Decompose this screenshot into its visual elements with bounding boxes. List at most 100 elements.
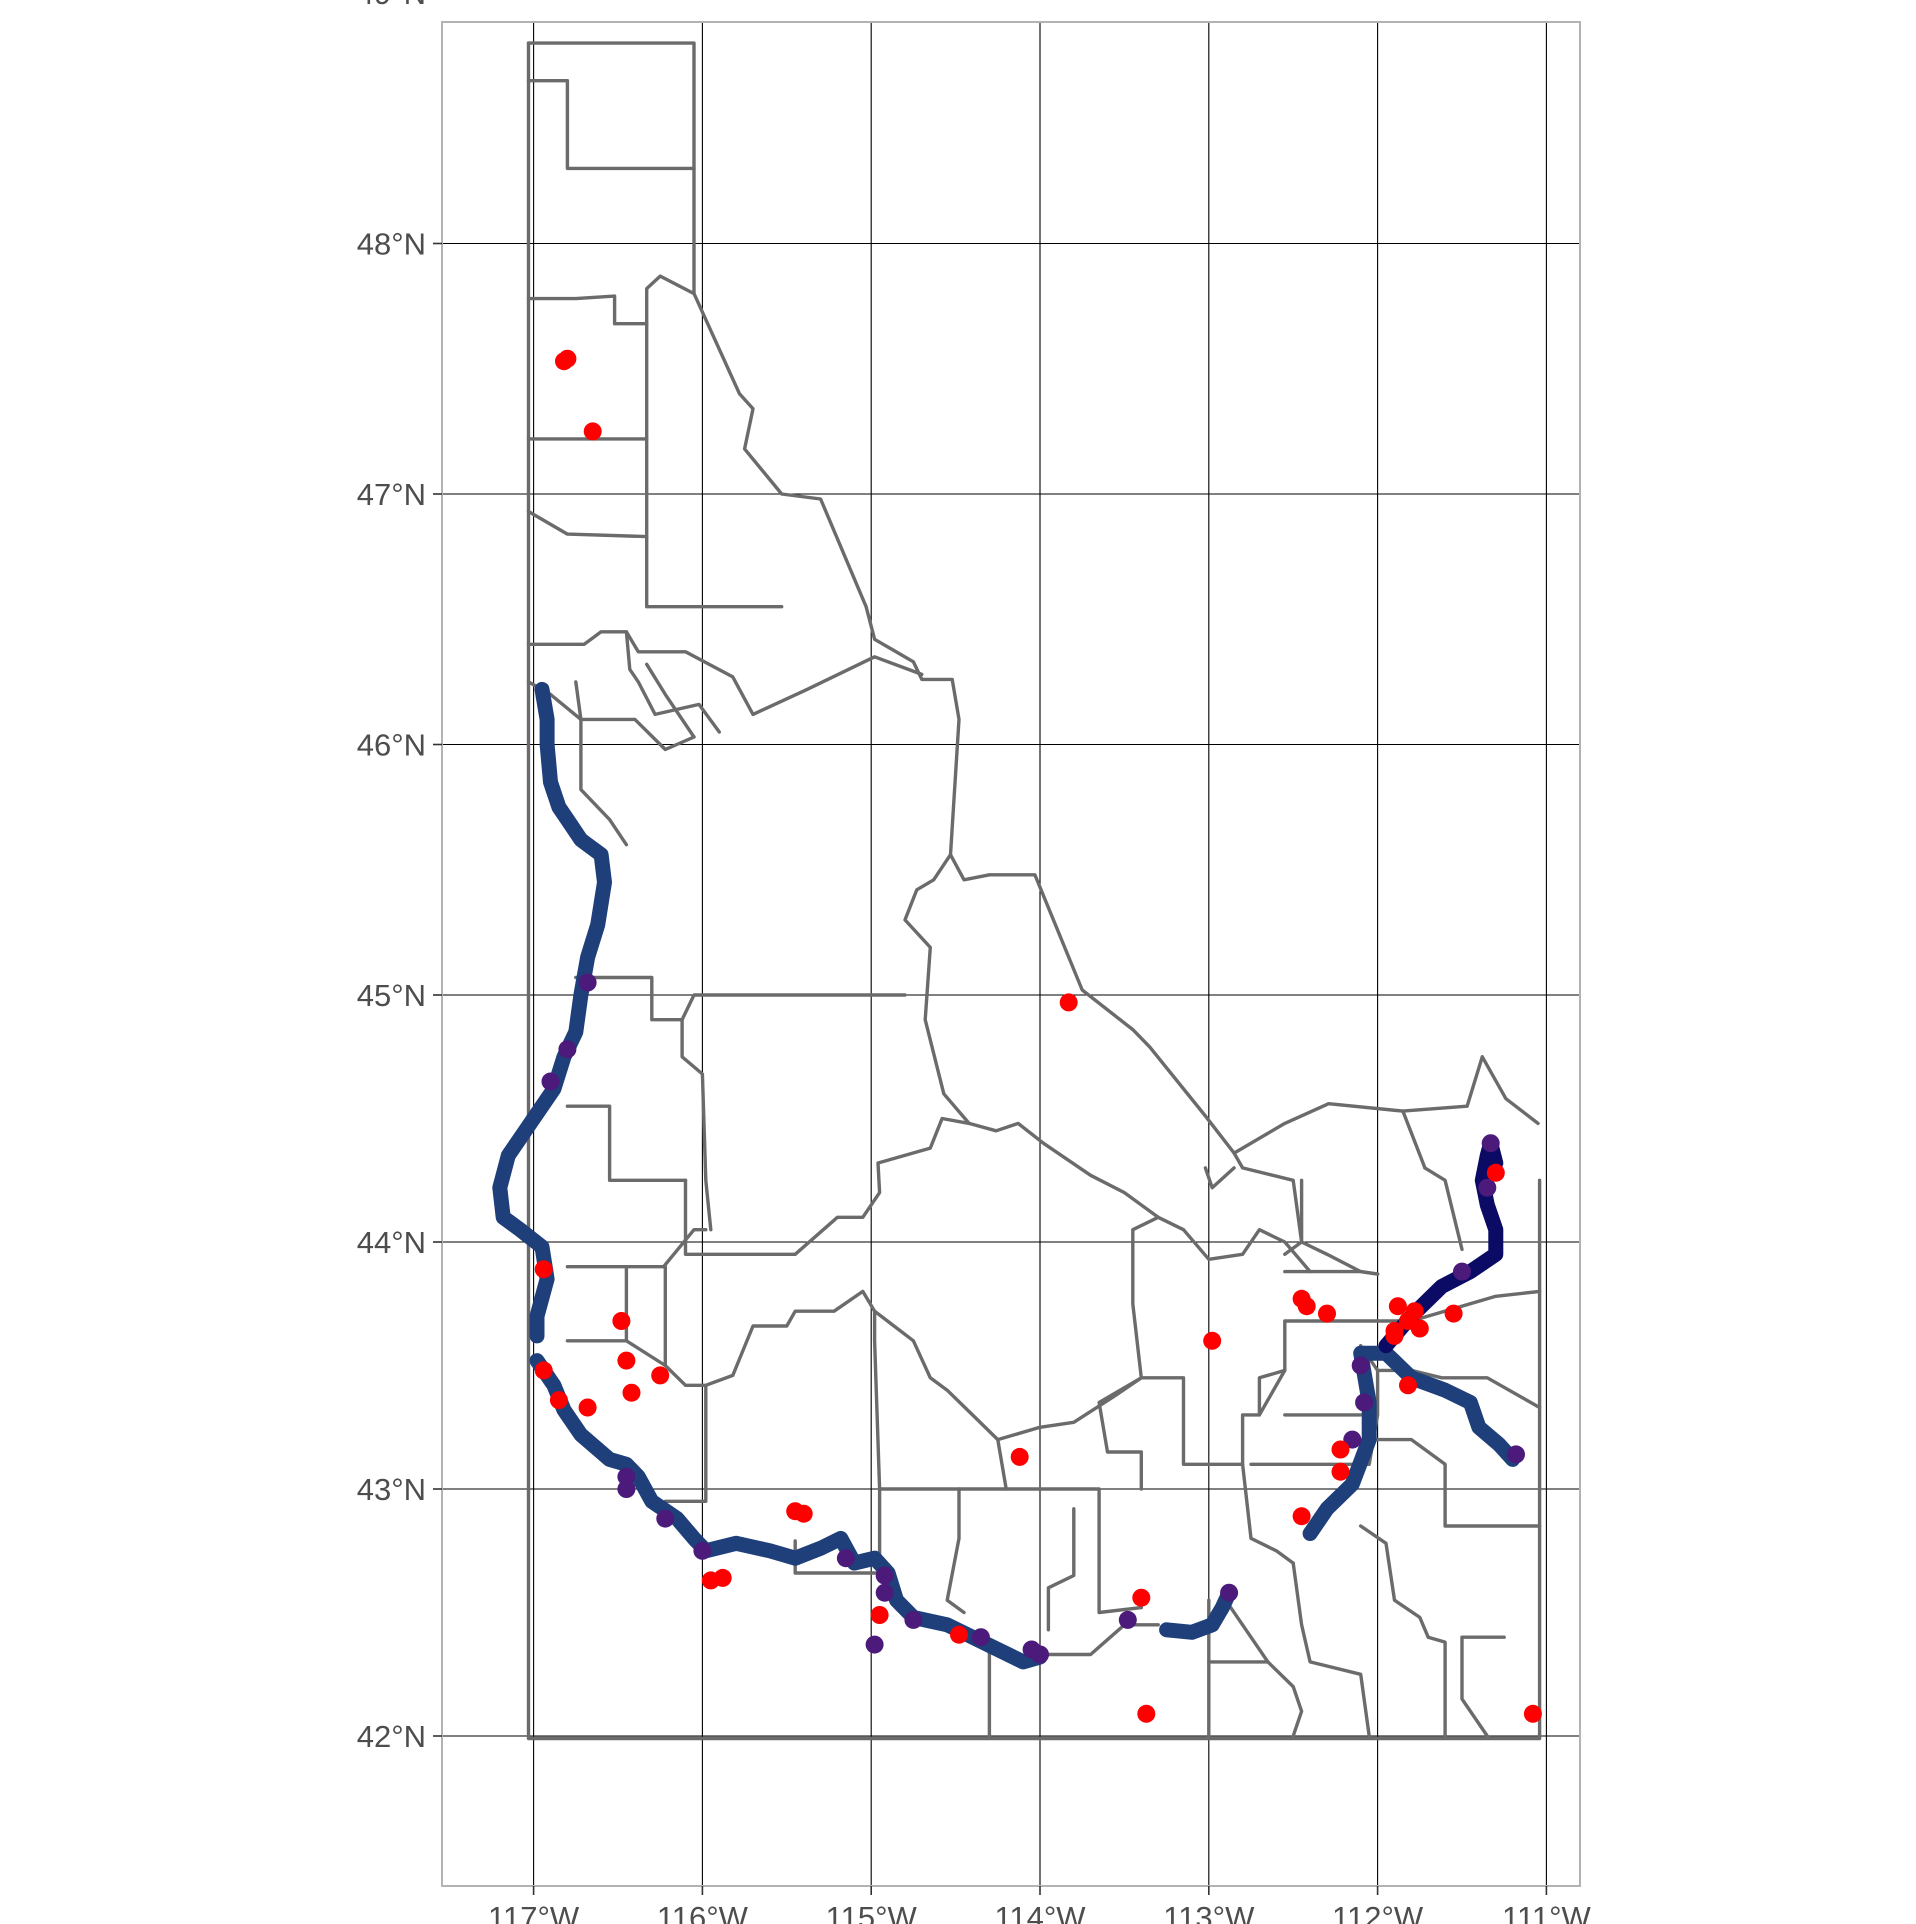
county-boundary-41 xyxy=(1426,1635,1447,1738)
purple-points xyxy=(541,973,1525,1664)
purple-point-16 xyxy=(1220,1583,1239,1602)
county-boundary-28 xyxy=(1046,1507,1076,1632)
site-point-11 xyxy=(578,1398,597,1417)
county-boundary-15 xyxy=(680,993,907,1022)
site-point-7 xyxy=(622,1383,641,1402)
purple-point-1 xyxy=(558,1040,577,1059)
county-boundary-34 xyxy=(1257,1368,1287,1417)
purple-point-18 xyxy=(1355,1393,1374,1412)
site-point-10 xyxy=(549,1391,568,1410)
county-boundary-4 xyxy=(645,322,784,609)
site-point-6 xyxy=(617,1351,636,1370)
county-boundary-40 xyxy=(1359,1524,1430,1639)
site-point-21 xyxy=(1203,1331,1222,1350)
county-boundary-25 xyxy=(877,1487,966,1615)
purple-point-0 xyxy=(578,973,597,992)
purple-point-5 xyxy=(656,1509,675,1528)
river-segment-2 xyxy=(1159,1585,1237,1640)
site-point-13 xyxy=(794,1504,813,1523)
x-tick-label-5: 112°W xyxy=(1332,1900,1424,1924)
y-tick-label-3: 45°N xyxy=(357,978,426,1013)
county-boundary-6 xyxy=(526,509,649,539)
x-tick-label-4: 113°W xyxy=(1163,1900,1255,1924)
site-points xyxy=(534,349,1542,1723)
county-boundary-51 xyxy=(1203,1166,1236,1190)
site-point-35 xyxy=(1486,1163,1505,1182)
site-point-18 xyxy=(1010,1447,1029,1466)
county-boundary-2 xyxy=(526,79,696,171)
purple-point-10 xyxy=(865,1635,884,1654)
river-segment-1 xyxy=(529,1353,1048,1670)
purple-point-17 xyxy=(1343,1430,1362,1449)
x-tick-label-3: 114°W xyxy=(994,1900,1086,1924)
county-boundary-23 xyxy=(704,1289,1143,1442)
purple-point-6 xyxy=(693,1541,712,1560)
y-tick-label-2: 44°N xyxy=(357,1225,426,1260)
purple-point-7 xyxy=(836,1549,855,1568)
site-point-1 xyxy=(558,349,577,368)
county-boundary-0 xyxy=(526,41,696,296)
site-point-5 xyxy=(612,1312,631,1330)
county-boundary-11 xyxy=(574,680,629,847)
county-boundary-29 xyxy=(996,1437,1008,1491)
purple-point-2 xyxy=(541,1072,560,1091)
site-point-3 xyxy=(1059,993,1078,1012)
county-boundary-43 xyxy=(1291,1561,1371,1738)
x-tick-label-0: 117°W xyxy=(488,1900,580,1924)
site-point-9 xyxy=(534,1361,553,1380)
site-point-16 xyxy=(870,1606,889,1624)
county-boundary-14 xyxy=(574,975,713,1232)
site-point-29 xyxy=(1388,1297,1407,1316)
county-boundary-13 xyxy=(903,853,1312,1274)
county-boundary-35 xyxy=(1249,1344,1380,1466)
x-tick-label-2: 115°W xyxy=(826,1900,918,1924)
site-point-33 xyxy=(1410,1319,1429,1338)
x-axis: 117°W 116°W 115°W 114°W 113°W 112°W 111°W xyxy=(488,1886,1592,1924)
site-point-32 xyxy=(1399,1376,1417,1395)
purple-point-3 xyxy=(617,1467,636,1486)
county-boundary-32 xyxy=(1283,1240,1304,1256)
y-tick-label-6: 48°N xyxy=(357,227,426,262)
site-point-25 xyxy=(1292,1507,1311,1526)
y-tick-label-0: 42°N xyxy=(357,1719,426,1754)
county-boundary-3 xyxy=(526,294,649,326)
county-boundary-38 xyxy=(1240,1462,1295,1565)
site-point-24 xyxy=(1318,1304,1336,1323)
county-boundary-42 xyxy=(1460,1635,1506,1738)
site-point-15 xyxy=(713,1568,732,1587)
county-boundary-17 xyxy=(683,1116,971,1256)
county-boundary-27 xyxy=(1097,1376,1143,1491)
county-boundary-44 xyxy=(1224,1598,1304,1738)
purple-point-15 xyxy=(1118,1610,1137,1629)
site-point-37 xyxy=(1523,1704,1542,1723)
x-tick-label-1: 116°W xyxy=(657,1900,749,1924)
site-point-23 xyxy=(1297,1297,1316,1316)
purple-point-19 xyxy=(1351,1356,1370,1375)
x-tick-label-6: 111°W xyxy=(1502,1900,1592,1924)
county-boundary-52 xyxy=(1423,1166,1464,1252)
site-point-36 xyxy=(1385,1326,1404,1345)
site-point-4 xyxy=(534,1260,553,1279)
site-point-17 xyxy=(950,1625,968,1644)
site-point-20 xyxy=(1137,1704,1156,1723)
site-point-26 xyxy=(1331,1462,1350,1481)
panel-border xyxy=(441,21,1581,1887)
y-axis: 42°N 43°N 44°N 45°N 46°N 47°N 48°N 49°N xyxy=(357,0,442,1754)
purple-point-22 xyxy=(1481,1134,1500,1153)
river-segment-0 xyxy=(492,681,612,1344)
county-boundary-9 xyxy=(624,630,721,734)
county-boundary-18 xyxy=(661,1228,708,1269)
county-boundary-26 xyxy=(957,1487,1143,1615)
county-boundaries xyxy=(526,41,1542,1741)
purple-point-8 xyxy=(875,1566,894,1585)
county-boundary-48 xyxy=(1038,1623,1160,1657)
purple-point-12 xyxy=(971,1628,990,1647)
purple-point-11 xyxy=(904,1610,923,1629)
county-boundary-24 xyxy=(793,1309,882,1575)
site-point-8 xyxy=(651,1366,670,1385)
purple-point-4 xyxy=(617,1480,636,1498)
county-boundary-53 xyxy=(1401,1109,1427,1170)
site-point-19 xyxy=(1132,1588,1151,1607)
